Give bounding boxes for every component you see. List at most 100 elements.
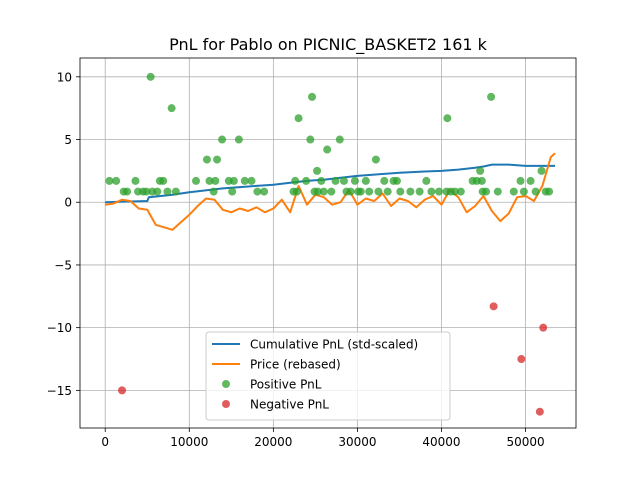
positive-pnl-point (339, 176, 348, 185)
grid-layer (80, 58, 576, 428)
positive-pnl-point (365, 187, 374, 196)
positive-pnl-point (346, 187, 355, 196)
legend-label: Negative PnL (250, 398, 329, 412)
positive-pnl-point (228, 187, 237, 196)
negative-pnl-point (517, 355, 526, 364)
positive-pnl-point (253, 187, 262, 196)
positive-pnl-point (356, 187, 365, 196)
positive-pnl-point (383, 187, 392, 196)
positive-pnl-point (476, 166, 485, 175)
legend-box (205, 331, 451, 421)
positive-pnl-point (205, 176, 214, 185)
positive-pnl-point (306, 135, 315, 144)
positive-pnl-point (371, 155, 380, 164)
positive-pnl-point (294, 114, 303, 123)
legend-label: Cumulative PnL (std-scaled) (250, 338, 418, 352)
positive-pnl-point (477, 176, 486, 185)
negative-pnl-point (535, 407, 544, 416)
negative-pnl-point (118, 386, 127, 395)
y-tick-label: 0 (64, 196, 72, 210)
x-tick-label: 30000 (338, 435, 376, 449)
positive-pnl-point (482, 187, 491, 196)
positive-pnl-point (537, 166, 546, 175)
axes-frame (79, 57, 577, 429)
positive-pnl-point (509, 187, 518, 196)
x-tick-label: 40000 (422, 435, 460, 449)
cumulative-pnl-line (105, 163, 555, 204)
y-tick-label: −15 (47, 384, 72, 398)
positive-pnl-point (531, 187, 540, 196)
positive-pnl-point (427, 187, 436, 196)
positive-pnl-point (323, 145, 332, 154)
positive-pnl-point (247, 176, 256, 185)
positive-pnl-point (487, 92, 496, 101)
y-tick-label: −10 (47, 321, 72, 335)
positive-pnl-point (361, 176, 370, 185)
plot-area (105, 72, 556, 416)
x-tick-label: 0 (101, 435, 109, 449)
positive-pnl-point (415, 187, 424, 196)
positive-pnl-point (380, 176, 389, 185)
positive-pnl-point (308, 92, 317, 101)
positive-pnl-point (234, 135, 243, 144)
x-tick-label: 10000 (170, 435, 208, 449)
y-tick-label: −5 (54, 258, 72, 272)
positive-pnl-point (123, 187, 132, 196)
positive-pnl-point (167, 104, 176, 113)
legend-label: Price (rebased) (250, 358, 341, 372)
positive-pnl-point (192, 176, 201, 185)
legend: Cumulative PnL (std-scaled) Price (rebase… (205, 331, 451, 421)
price-line (105, 152, 556, 231)
positive-pnl-point (319, 187, 328, 196)
positive-pnl-point (450, 187, 459, 196)
positive-pnl-point (317, 176, 326, 185)
positive-pnl-point (260, 187, 269, 196)
y-tick-label: 5 (64, 133, 72, 147)
positive-pnl-point (396, 187, 405, 196)
positive-pnl-point (422, 176, 431, 185)
positive-pnl-point (392, 176, 401, 185)
positive-pnl-point (229, 176, 238, 185)
positive-pnl-point (456, 187, 465, 196)
axes-layer: 0 10000 20000 30000 40000 50000 10 5 0 −5 −10 −15 (47, 57, 577, 449)
series-layer (105, 72, 556, 416)
positive-pnl-point (313, 166, 322, 175)
positive-pnl-point (406, 187, 415, 196)
positive-pnl-point (374, 187, 383, 196)
positive-pnl-point (292, 187, 301, 196)
legend-label: Positive PnL (250, 378, 322, 392)
positive-pnl-point (443, 114, 452, 123)
positive-pnl-point (153, 187, 162, 196)
legend-marker-swatch (222, 400, 230, 408)
positive-pnl-point (313, 187, 322, 196)
positive-pnl-point (105, 176, 114, 185)
positive-pnl-point (545, 187, 554, 196)
positive-pnl-point (331, 176, 340, 185)
positive-pnl-point (142, 187, 151, 196)
positive-pnl-point (350, 176, 359, 185)
positive-pnl-point (516, 176, 525, 185)
positive-pnl-point (335, 135, 344, 144)
positive-pnl-point (327, 187, 336, 196)
positive-pnl-point (240, 176, 249, 185)
x-tick-label: 50000 (506, 435, 544, 449)
positive-pnl-point (159, 176, 168, 185)
positive-pnl-point (171, 187, 180, 196)
positive-pnl-point (209, 187, 218, 196)
negative-pnl-point (489, 302, 498, 311)
negative-pnl-point (539, 323, 548, 332)
positive-pnl-point (493, 187, 502, 196)
positive-pnl-point (131, 176, 140, 185)
positive-pnl-point (163, 187, 172, 196)
positive-pnl-point (218, 135, 227, 144)
positive-pnl-point (112, 176, 121, 185)
y-tick-label: 10 (57, 70, 72, 84)
positive-pnl-point (519, 187, 528, 196)
positive-pnl-point (526, 176, 535, 185)
positive-pnl-point (213, 155, 222, 164)
legend-marker-swatch (222, 380, 230, 388)
positive-pnl-point (211, 176, 220, 185)
positive-pnl-point (291, 176, 300, 185)
